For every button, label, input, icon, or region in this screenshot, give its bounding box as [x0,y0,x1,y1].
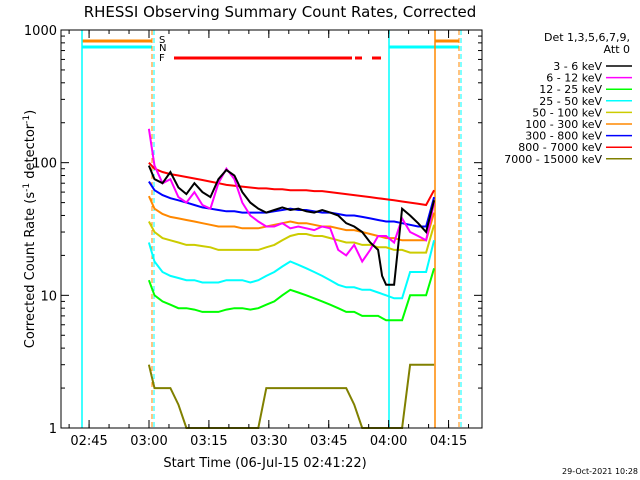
series-line-100-300-kev [147,195,436,242]
x-tick-label: 04:15 [430,434,467,449]
legend-label-300-800-kev: 300 - 800 keV [525,130,602,143]
series-line-50-100-kev [148,221,436,254]
y-tick-label: 100 [32,157,57,172]
chart-title: RHESSI Observing Summary Count Rates, Co… [84,3,477,21]
series-line-300-800-kev [148,181,436,228]
legend-label-50-100-kev: 50 - 100 keV [532,106,602,119]
flag-n-label: N [159,43,166,54]
series-line-12-25-kev [147,268,436,322]
legend-label-6-12-kev: 6 - 12 keV [546,72,602,85]
plot-frame [60,29,483,429]
x-axis: 02:45 03:00 03:15 03:30 03:45 04:00 04:15 [68,30,470,449]
flag-bars: S N F [82,35,459,64]
legend-label-100-300-kev: 100 - 300 keV [525,118,602,131]
x-axis-label: Start Time (06-Jul-15 02:41:22) [163,456,366,471]
y-tick-label: 1 [49,422,57,437]
x-tick-label: 03:30 [250,434,287,449]
legend-label-7000-15000-kev: 7000 - 15000 keV [504,153,602,166]
legend-header-line-2: Att 0 [604,43,630,56]
series-line-800-7000-kev [148,162,435,207]
legend-header-line-1: Det 1,3,5,6,7,9, [544,31,630,44]
y-tick-label: 10 [40,289,57,304]
render-timestamp: 29-Oct-2021 10:28 [562,467,638,476]
x-tick-label: 03:45 [310,434,347,449]
legend-label-800-7000-kev: 800 - 7000 keV [518,141,602,154]
x-tick-label: 02:45 [70,434,107,449]
y-tick-label: 1000 [24,24,57,39]
y-axis: 1 10 100 1000 [24,24,482,437]
flag-f-label: F [159,53,165,64]
x-tick-label: 04:00 [370,434,407,449]
series-line-25-50-kev [147,240,436,300]
legend-label-3-6-kev: 3 - 6 keV [553,60,602,73]
legend-label-25-50-kev: 25 - 50 keV [539,95,602,108]
x-tick-label: 03:15 [190,434,227,449]
legend-label-12-25-kev: 12 - 25 keV [539,83,602,96]
series-line-6-12-kev [147,128,436,264]
y-axis-label: Corrected Count Rate (s-1 detector-1) [22,110,38,348]
x-tick-label: 03:00 [130,434,167,449]
series-line-3-6-kev [147,165,436,286]
event-markers [81,30,462,428]
flag-s-label: S [159,35,165,46]
